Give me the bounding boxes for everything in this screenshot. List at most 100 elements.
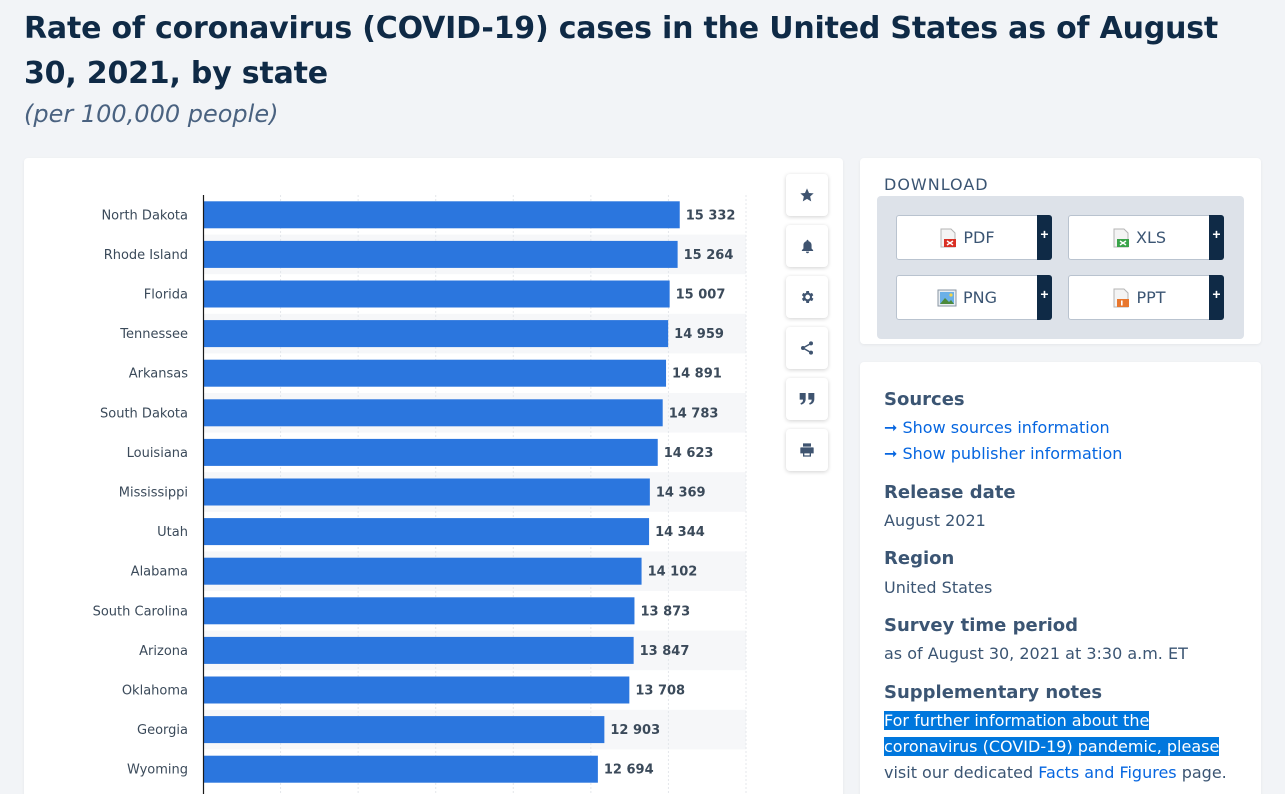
data-label: 13 847 bbox=[640, 644, 690, 659]
bar bbox=[204, 676, 630, 704]
survey-period-value: as of August 30, 2021 at 3:30 a.m. ET bbox=[884, 644, 1188, 663]
bar bbox=[204, 399, 663, 427]
category-label: Wyoming bbox=[127, 763, 188, 778]
download-xls-label: XLS bbox=[1135, 228, 1167, 247]
notes-line-2: coronavirus (COVID-19) pandemic, please bbox=[884, 737, 1220, 756]
notes-line-1: For further information about the bbox=[884, 711, 1150, 730]
category-label: Oklahoma bbox=[122, 684, 188, 699]
data-label: 14 102 bbox=[648, 565, 698, 580]
category-label: Georgia bbox=[137, 723, 188, 738]
category-label: Arkansas bbox=[129, 367, 188, 382]
bar bbox=[204, 280, 670, 308]
category-label: Rhode Island bbox=[104, 248, 188, 263]
info-card: Sources ➞ Show sources information ➞ Sho… bbox=[860, 362, 1261, 794]
category-label: Mississippi bbox=[119, 486, 188, 501]
facts-and-figures-link[interactable]: Facts and Figures bbox=[1038, 763, 1177, 782]
pdf-file-icon bbox=[940, 228, 957, 247]
bar bbox=[204, 716, 605, 744]
region-value: United States bbox=[884, 578, 993, 597]
show-publisher-text: Show publisher information bbox=[902, 444, 1123, 463]
show-sources-link[interactable]: ➞ Show sources information bbox=[884, 418, 1110, 437]
download-ppt-button[interactable]: PPT + bbox=[1068, 274, 1224, 320]
arrow-right-icon: ➞ bbox=[884, 418, 903, 437]
show-sources-text: Show sources information bbox=[902, 418, 1110, 437]
share-button[interactable] bbox=[786, 327, 828, 369]
page-subtitle: (per 100,000 people) bbox=[24, 100, 279, 128]
category-label: South Carolina bbox=[93, 604, 188, 619]
data-label: 14 623 bbox=[664, 446, 714, 461]
chart-toolbar bbox=[786, 174, 828, 480]
sources-label: Sources bbox=[884, 389, 965, 410]
arrow-right-icon: ➞ bbox=[884, 444, 903, 463]
png-file-icon bbox=[937, 289, 957, 306]
data-label: 13 873 bbox=[640, 604, 690, 619]
data-label: 12 903 bbox=[610, 723, 660, 738]
favorite-button[interactable] bbox=[786, 174, 828, 216]
category-label: Tennessee bbox=[119, 327, 188, 342]
notification-button[interactable] bbox=[786, 225, 828, 267]
bar bbox=[204, 201, 680, 229]
bar bbox=[204, 518, 650, 546]
download-xls-button[interactable]: XLS + bbox=[1068, 214, 1224, 260]
share-icon bbox=[801, 341, 813, 355]
data-label: 14 891 bbox=[672, 367, 722, 382]
download-ppt-label: PPT bbox=[1136, 288, 1166, 307]
download-png-button[interactable]: PNG + bbox=[896, 274, 1052, 320]
data-label: 14 783 bbox=[669, 406, 719, 421]
data-label: 14 344 bbox=[655, 525, 705, 540]
category-label: Alabama bbox=[131, 565, 188, 580]
gear-icon bbox=[801, 291, 814, 303]
bell-icon bbox=[801, 239, 813, 254]
settings-button[interactable] bbox=[786, 276, 828, 318]
xls-file-icon bbox=[1113, 228, 1129, 247]
data-label: 14 959 bbox=[674, 327, 724, 342]
download-pdf-button[interactable]: PDF + bbox=[896, 214, 1052, 260]
category-label: North Dakota bbox=[101, 208, 188, 223]
plus-icon[interactable]: + bbox=[1037, 274, 1052, 320]
bar bbox=[204, 320, 669, 348]
download-panel: PDF + XLS + PNG + PPT + bbox=[877, 196, 1244, 339]
category-label: Utah bbox=[157, 525, 188, 540]
plus-icon[interactable]: + bbox=[1037, 214, 1052, 260]
citation-button[interactable] bbox=[786, 378, 828, 420]
bar bbox=[204, 478, 650, 506]
bar bbox=[204, 359, 667, 387]
region-label: Region bbox=[884, 548, 955, 569]
bar bbox=[204, 755, 598, 783]
data-label: 13 708 bbox=[635, 684, 685, 699]
bar bbox=[204, 438, 658, 466]
ppt-file-icon bbox=[1113, 288, 1130, 307]
show-publisher-link[interactable]: ➞ Show publisher information bbox=[884, 444, 1122, 463]
download-pdf-label: PDF bbox=[963, 228, 995, 247]
quote-icon bbox=[799, 393, 815, 405]
data-label: 14 369 bbox=[656, 486, 706, 501]
download-png-label: PNG bbox=[962, 288, 997, 307]
survey-period-label: Survey time period bbox=[884, 615, 1078, 636]
category-label: Louisiana bbox=[127, 446, 188, 461]
bar bbox=[204, 636, 634, 664]
plus-icon[interactable]: + bbox=[1209, 274, 1224, 320]
release-date-label: Release date bbox=[884, 482, 1016, 503]
notes-prefix: visit our dedicated bbox=[884, 763, 1039, 782]
star-icon bbox=[800, 188, 814, 202]
bar bbox=[204, 557, 642, 585]
supplementary-notes-label: Supplementary notes bbox=[884, 682, 1103, 703]
data-label: 12 694 bbox=[604, 763, 654, 778]
data-label: 15 264 bbox=[684, 248, 734, 263]
download-heading: DOWNLOAD bbox=[884, 175, 989, 194]
supplementary-notes-text: For further information about the corona… bbox=[884, 708, 1244, 786]
chart-card: North Dakota 15 332 Rhode Island 15 264 Flor… bbox=[24, 158, 843, 794]
category-label: Florida bbox=[144, 288, 188, 303]
plus-icon[interactable]: + bbox=[1209, 214, 1224, 260]
data-label: 15 007 bbox=[676, 288, 726, 303]
download-card: DOWNLOAD PDF + XLS + PNG + bbox=[860, 158, 1261, 344]
page-title: Rate of coronavirus (COVID-19) cases in … bbox=[24, 11, 1219, 91]
print-button[interactable] bbox=[786, 429, 828, 471]
data-label: 15 332 bbox=[686, 208, 736, 223]
bar-chart: North Dakota 15 332 Rhode Island 15 264 Flor… bbox=[93, 195, 747, 794]
category-label: Arizona bbox=[139, 644, 188, 659]
release-date-value: August 2021 bbox=[884, 511, 986, 530]
bar bbox=[204, 597, 635, 625]
notes-suffix: page. bbox=[1176, 763, 1227, 782]
bar bbox=[204, 240, 678, 268]
